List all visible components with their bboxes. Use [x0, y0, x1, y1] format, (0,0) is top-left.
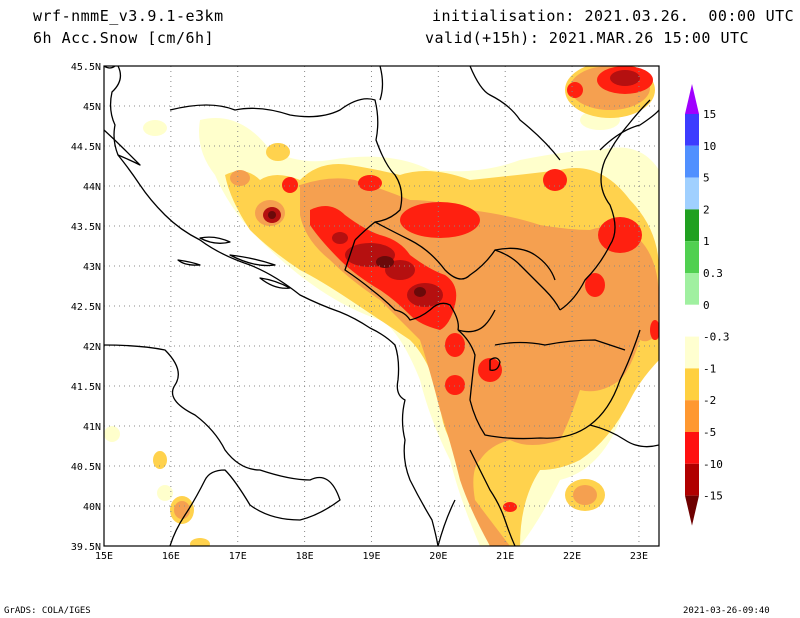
lon-tick-label: 23E — [630, 551, 648, 562]
lat-tick-label: 43.5N — [71, 222, 101, 233]
lat-tick-label: 40N — [83, 502, 101, 513]
lon-tick-label: 16E — [162, 551, 180, 562]
map-frame — [103, 65, 660, 547]
legend-label: -5 — [703, 426, 716, 439]
legend-swatch — [685, 177, 699, 210]
lon-tick-label: 15E — [95, 551, 113, 562]
legend-label: 1 — [703, 235, 710, 248]
lat-lon-grid — [104, 66, 659, 546]
initialisation-time: initialisation: 2021.03.26. 00:00 UTC — [432, 7, 795, 25]
snow-field-layer — [104, 66, 659, 546]
lat-tick-label: 44N — [83, 182, 101, 193]
lat-tick-label: 42.5N — [71, 302, 101, 313]
lon-tick-label: 19E — [362, 551, 380, 562]
border-albania-macedonia — [457, 329, 641, 440]
border-serbia-bulgaria — [559, 99, 651, 311]
footer-timestamp: 2021-03-26-09:40 — [683, 606, 770, 616]
footer-credit: GrADS: COLA/IGES — [4, 606, 91, 616]
legend-swatch — [685, 114, 699, 146]
lon-tick-label: 20E — [429, 551, 447, 562]
lat-tick-label: 39.5N — [71, 542, 101, 553]
legend-arrow-bottom — [685, 495, 699, 526]
legend-label: -10 — [703, 458, 723, 471]
lat-tick-label: 43N — [83, 262, 101, 273]
lat-tick-label: 41N — [83, 422, 101, 433]
latitude-labels: 45.5N 45N 44.5N 44N 43.5N 43N 42.5N 42N 41.5N 41N… — [71, 62, 101, 553]
legend-swatch — [685, 368, 699, 401]
lon-tick-label: 22E — [563, 551, 581, 562]
legend-swatch — [685, 209, 699, 242]
lon-tick-label: 18E — [296, 551, 314, 562]
coastline-east-adriatic — [109, 66, 439, 546]
legend-label: 5 — [703, 172, 710, 185]
legend-swatch — [685, 273, 699, 305]
legend-label: -15 — [703, 490, 723, 503]
legend-swatch — [685, 304, 699, 337]
border-montenegro — [344, 239, 459, 331]
legend-swatch — [685, 241, 699, 273]
legend-label: -2 — [703, 394, 716, 407]
border-greece-north — [469, 449, 516, 546]
lat-tick-label: 45N — [83, 102, 101, 113]
snow-maroon-areas — [268, 211, 426, 297]
border-north-macedonia — [494, 339, 626, 351]
legend-swatch — [685, 432, 699, 464]
lat-tick-label: 45.5N — [71, 62, 101, 73]
legend-label: 2 — [703, 203, 710, 216]
border-kosovo — [457, 309, 496, 333]
valid-time: valid(+15h): 2021.MAR.26 15:00 UTC — [425, 29, 750, 47]
legend-label: 0 — [703, 299, 710, 312]
coastline-italy — [104, 344, 341, 546]
island-2 — [229, 254, 276, 267]
border-greece-bulgaria — [589, 424, 659, 448]
legend-swatch — [685, 145, 699, 178]
border-croatia-bosnia — [169, 98, 403, 241]
legend-label: -0.3 — [703, 331, 730, 344]
island-1 — [199, 236, 231, 244]
legend-arrow-top — [685, 84, 699, 114]
longitude-labels: 15E 16E 17E 18E 19E 20E 21E 22E 23E — [95, 551, 648, 562]
lat-tick-label: 44.5N — [71, 142, 101, 153]
island-3 — [177, 259, 201, 266]
field-title: 6h Acc.Snow [cm/6h] — [33, 29, 215, 47]
island-4 — [259, 277, 291, 289]
border-kosovo-inner — [494, 247, 556, 281]
border-romania-serbia — [469, 66, 561, 161]
lat-tick-label: 41.5N — [71, 382, 101, 393]
lat-tick-label: 42N — [83, 342, 101, 353]
legend-label: 10 — [703, 140, 716, 153]
legend-swatch — [685, 463, 699, 496]
border-bulgaria-romania — [599, 109, 659, 151]
border-bosnia-serbia — [379, 66, 384, 101]
border-serbia-kosovo — [374, 221, 561, 311]
color-legend: 15 10 5 2 1 0.3 0 -0.3 -1 -2 -5 -10 -15 — [685, 84, 730, 526]
lon-tick-label: 21E — [496, 551, 514, 562]
lake-ohrid — [489, 357, 501, 371]
legend-label: 15 — [703, 108, 716, 121]
coastlines-borders — [104, 66, 659, 546]
lat-tick-label: 40.5N — [71, 462, 101, 473]
legend-label: 0.3 — [703, 267, 723, 280]
lon-tick-label: 17E — [229, 551, 247, 562]
island-istria — [104, 129, 141, 166]
legend-swatch — [685, 336, 699, 369]
coastline-greek-west — [437, 499, 456, 546]
legend-swatch — [685, 400, 699, 432]
legend-label: -1 — [703, 362, 716, 375]
model-title: wrf-nmmE_v3.9.1-e3km — [33, 7, 224, 25]
